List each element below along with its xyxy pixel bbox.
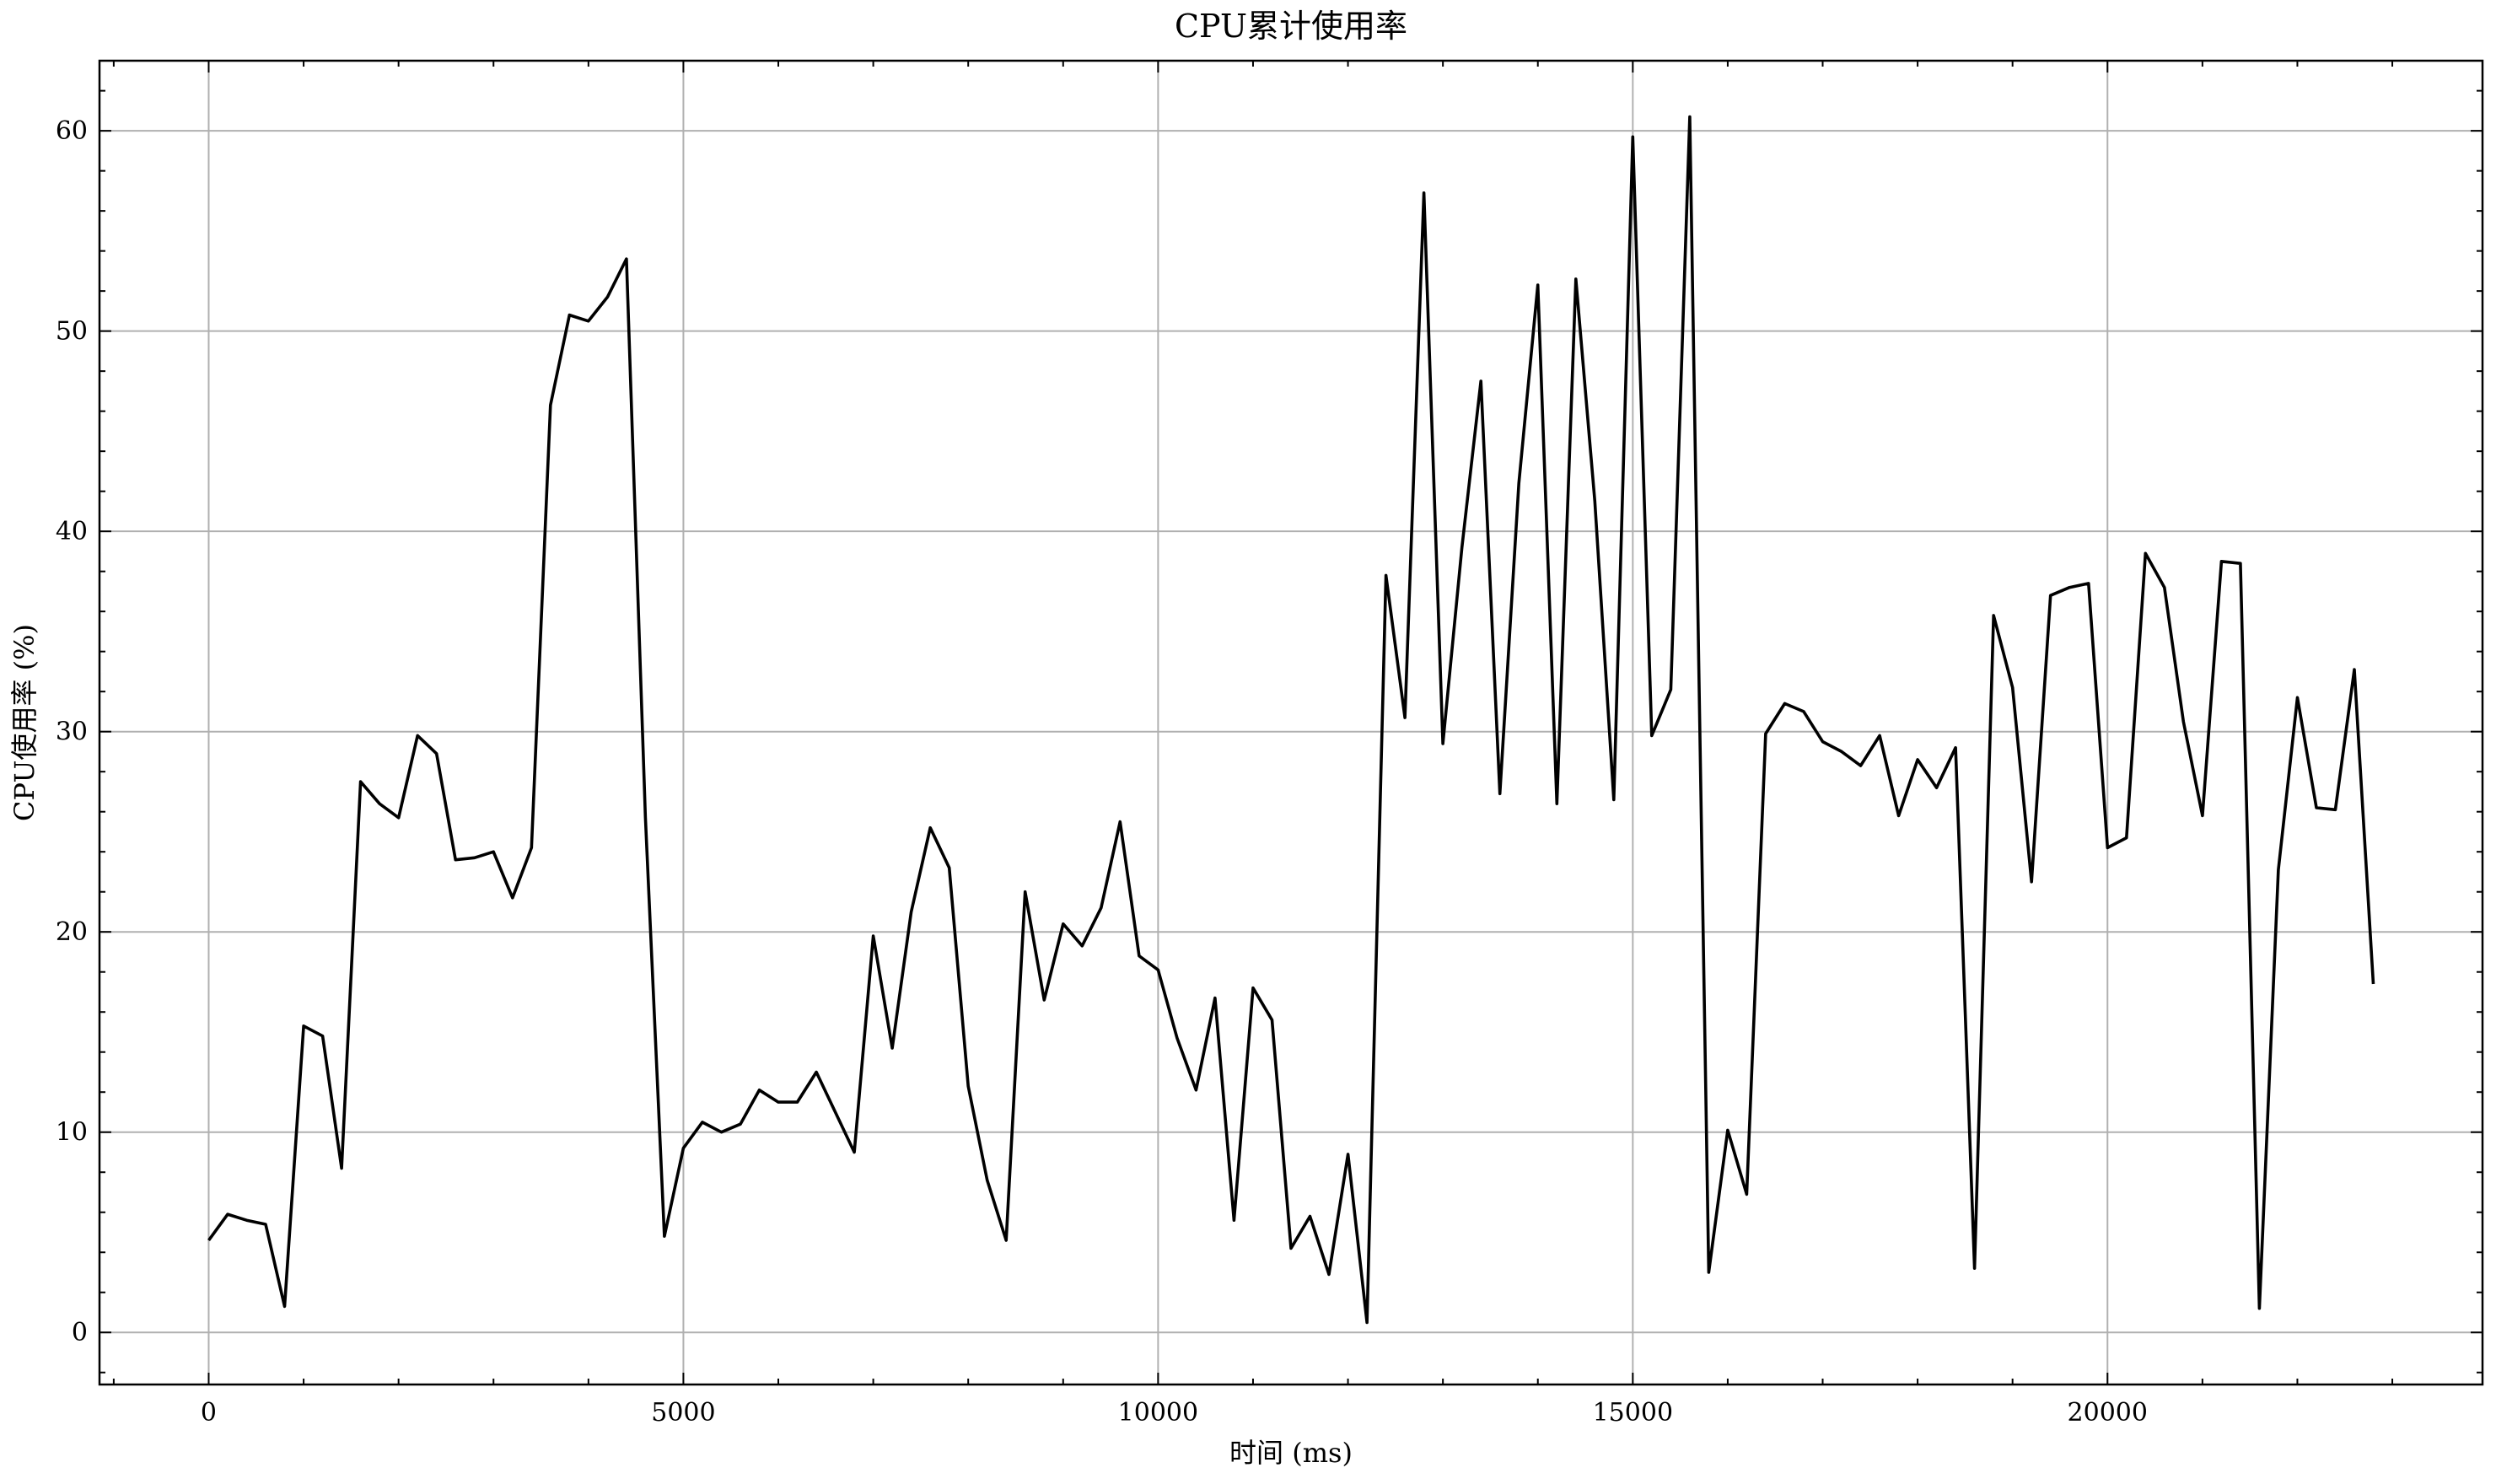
y-tick-label: 10 [56, 1118, 88, 1148]
plot-frame [98, 59, 2484, 1386]
x-tick-label: 15000 [1593, 1398, 1673, 1428]
y-tick-label: 0 [72, 1318, 88, 1347]
x-tick-label: 10000 [1118, 1398, 1198, 1428]
tick-labels: 0 5000 10000 15000 20000 0 10 20 30 40 50 60 [56, 116, 2148, 1428]
x-tick-label: 0 [201, 1398, 217, 1428]
ticks [100, 61, 2483, 1385]
grid [100, 61, 2483, 1385]
y-tick-label: 40 [56, 517, 88, 546]
x-axis-title: 时间 (ms) [1229, 1437, 1353, 1469]
series-layer [207, 115, 2375, 1325]
chart-title: CPU累计使用率 [1175, 8, 1407, 45]
y-tick-label: 50 [56, 317, 88, 347]
series-line [207, 115, 2375, 1325]
y-axis-title: CPU使用率 (%) [8, 624, 40, 821]
y-tick-label: 30 [56, 718, 88, 747]
x-tick-label: 5000 [651, 1398, 715, 1428]
y-tick-label: 20 [56, 917, 88, 947]
y-tick-label: 60 [56, 116, 88, 146]
x-tick-label: 20000 [2068, 1398, 2148, 1428]
